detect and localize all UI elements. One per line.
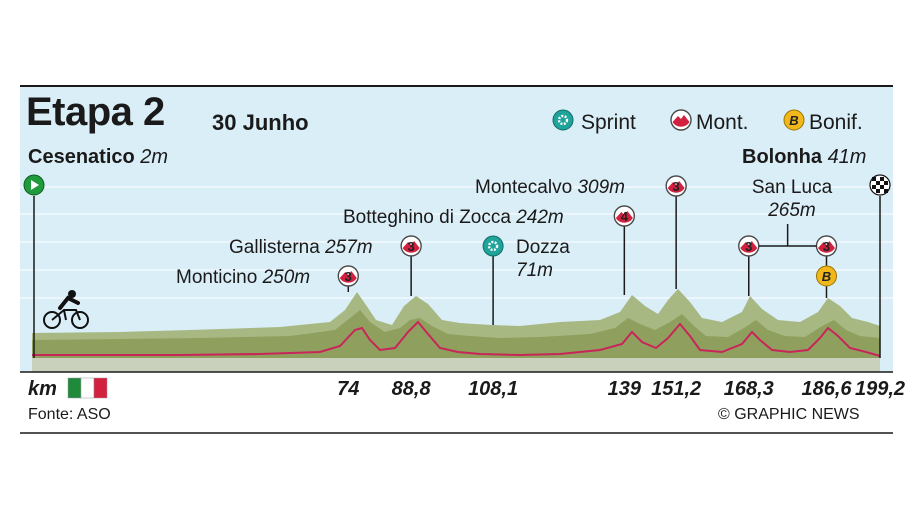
sprint-icon-gear bbox=[557, 114, 569, 126]
sprint-badge-2-gear bbox=[487, 240, 499, 252]
climb-name-san-luca: San Luca bbox=[751, 177, 833, 198]
bonus-badge-6-disc bbox=[815, 265, 837, 287]
finish-checker-cell bbox=[876, 181, 880, 185]
sprint-altitude-dozza: 71m bbox=[516, 260, 553, 281]
sprint-badge-2-disc bbox=[482, 235, 504, 257]
km-tick-label: 88,8 bbox=[391, 378, 431, 400]
legend-mont: Mont. bbox=[696, 111, 749, 135]
km-tick-label: 151,2 bbox=[651, 378, 702, 400]
source-note: Fonte: ASO bbox=[28, 406, 111, 423]
climb-badge-3-category: 4 bbox=[621, 209, 629, 224]
climb-badge-1-peak bbox=[402, 241, 420, 253]
climb-name-gallisterna: Gallisterna bbox=[229, 237, 320, 258]
start-play-glyph bbox=[31, 180, 39, 190]
start-town: Cesenatico 2m bbox=[28, 146, 168, 169]
finish-checker-cell bbox=[872, 177, 876, 181]
climb-badge-0: 3 bbox=[337, 265, 359, 287]
cyclist-icon bbox=[43, 290, 89, 329]
bonus-icon-disc bbox=[783, 109, 805, 131]
marker-layer: B 3 3 4 3 3 3 B bbox=[23, 109, 891, 399]
km-tick-label: 186,6 bbox=[801, 378, 852, 400]
cyclist-frame bbox=[51, 309, 81, 321]
climb-badge-0-category: 3 bbox=[345, 269, 352, 284]
climb-name-monticino: Monticino bbox=[176, 267, 258, 288]
san-luca-bracket bbox=[758, 224, 817, 247]
finish-checker-cell bbox=[884, 189, 888, 193]
bonus-badge-6: B bbox=[815, 265, 837, 287]
climb-badge-0-peak bbox=[339, 271, 357, 283]
climb-label-monticino: Monticino 250m bbox=[176, 266, 310, 289]
climb-badge-3-peak bbox=[615, 211, 633, 223]
climb-altitude-montecalvo: 309m bbox=[577, 177, 625, 198]
bonus-icon: B bbox=[783, 109, 805, 131]
sprint-label-dozza: Dozza 71m bbox=[516, 236, 570, 282]
legend-bonif-label: Bonif. bbox=[809, 111, 863, 134]
climb-name-montecalvo: Montecalvo bbox=[475, 177, 573, 198]
cyclist-head bbox=[68, 290, 76, 298]
climb-badge-6: 3 bbox=[815, 235, 838, 257]
sprint-icon bbox=[552, 109, 574, 131]
finish-checker-cell bbox=[876, 189, 880, 193]
climb-badge-6-peak bbox=[817, 241, 835, 253]
climb-label-gallisterna: Gallisterna 257m bbox=[229, 236, 373, 259]
climb-badge-4-category: 3 bbox=[673, 179, 680, 194]
km-tick-label: 168,3 bbox=[723, 378, 774, 400]
legend-sprint: Sprint bbox=[581, 111, 636, 135]
italy-flag-stripe-2 bbox=[93, 377, 108, 399]
climb-name-botteghino: Botteghino di Zocca bbox=[343, 207, 511, 228]
terrain-front bbox=[32, 310, 880, 372]
km-tick-label: 199,2 bbox=[854, 378, 906, 400]
bonus-badge-6-letter: B bbox=[822, 269, 831, 284]
ground-strip bbox=[32, 358, 880, 372]
finish-checker-cell bbox=[880, 177, 884, 181]
climb-badge-5: 3 bbox=[738, 235, 760, 257]
climb-label-botteghino: Botteghino di Zocca 242m bbox=[343, 206, 564, 229]
finish-town-name: Bolonha bbox=[742, 146, 822, 168]
sprint-badge-2 bbox=[482, 235, 504, 257]
mountain-icon bbox=[670, 109, 692, 131]
mountain-icon-peak bbox=[672, 115, 690, 127]
climb-altitude-monticino: 250m bbox=[262, 267, 311, 288]
km-tick-label: 139 bbox=[607, 378, 642, 400]
road-profile-line bbox=[32, 320, 881, 357]
bonus-icon-letter: B bbox=[789, 113, 798, 128]
legend-mont-label: Mont. bbox=[696, 111, 749, 134]
climb-badge-1-category: 3 bbox=[408, 239, 415, 254]
page-title: Etapa 2 bbox=[26, 90, 165, 134]
climb-badge-1: 3 bbox=[400, 235, 422, 257]
legend-bonif: Bonif. bbox=[809, 111, 863, 135]
climb-badge-6-category: 3 bbox=[823, 239, 830, 254]
sprint-icon-disc bbox=[552, 109, 574, 131]
climb-badge-5-category: 3 bbox=[745, 239, 752, 254]
cyclist-rear-wheel bbox=[43, 311, 61, 329]
finish-checker-cell bbox=[872, 185, 876, 189]
legend-sprint-label: Sprint bbox=[581, 111, 636, 134]
climb-badge-3: 4 bbox=[613, 205, 636, 227]
finish-town-altitude: 41m bbox=[827, 146, 867, 168]
finish-checker-cell bbox=[884, 181, 888, 185]
cyclist-front-wheel bbox=[71, 311, 89, 329]
climb-label-san-luca: San Luca 265m bbox=[744, 176, 840, 222]
cyclist-body bbox=[58, 295, 80, 310]
climb-badge-5-peak bbox=[740, 241, 758, 253]
climb-label-montecalvo: Montecalvo 309m bbox=[475, 176, 625, 199]
sky-gridlines bbox=[20, 186, 893, 299]
credit-note: © GRAPHIC NEWS bbox=[718, 406, 860, 423]
sprint-name-dozza: Dozza bbox=[516, 237, 570, 258]
climb-altitude-san-luca: 265m bbox=[768, 200, 816, 221]
climb-badge-4-peak bbox=[667, 181, 685, 193]
start-town-name: Cesenatico bbox=[28, 146, 135, 168]
km-tick-label: 108,1 bbox=[468, 378, 519, 400]
finish-checker-cell bbox=[880, 185, 884, 189]
climb-altitude-gallisterna: 257m bbox=[325, 237, 373, 258]
start-town-altitude: 2m bbox=[140, 146, 169, 168]
climb-altitude-botteghino: 242m bbox=[516, 207, 564, 228]
finish-town: Bolonha 41m bbox=[742, 146, 866, 169]
km-tick-label: 74 bbox=[337, 378, 360, 400]
stage-date: 30 Junho bbox=[212, 110, 309, 135]
climb-badge-4: 3 bbox=[665, 175, 687, 197]
axis-unit-label: km bbox=[28, 378, 57, 400]
